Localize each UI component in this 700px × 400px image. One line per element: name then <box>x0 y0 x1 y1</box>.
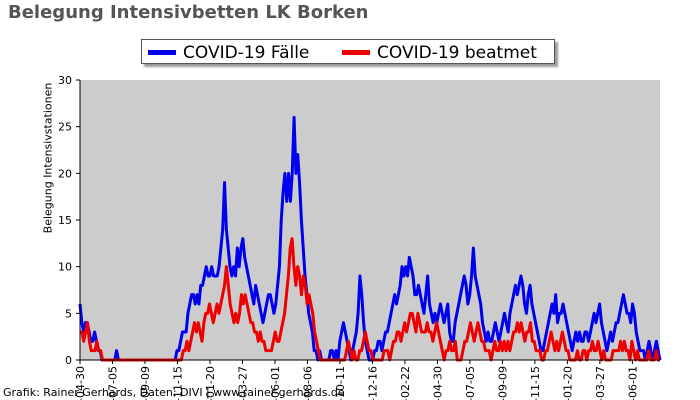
credit-text: Grafik: Rainer Gerhards, Daten: DIVI | w… <box>3 386 345 399</box>
x-tick-label-2: -09-09 <box>139 366 152 400</box>
y-tick-label-1: 5 <box>65 307 72 320</box>
x-tick-label-11: -04-30 <box>431 366 444 400</box>
x-tick-label-9: -12-16 <box>366 366 379 400</box>
legend-label-faelle: COVID-19 Fälle <box>183 42 310 63</box>
x-tick-label-17: -06-01 <box>626 366 639 400</box>
x-tick-label-13: -09-09 <box>496 366 509 400</box>
plot-area <box>80 80 660 360</box>
legend: COVID-19 Fälle COVID-19 beatmet <box>141 39 555 64</box>
y-tick-label-4: 20 <box>58 167 72 180</box>
x-tick-label-5: -03-27 <box>236 366 249 400</box>
x-tick-label-6: -06-01 <box>269 366 282 400</box>
legend-label-beatmet: COVID-19 beatmet <box>377 42 537 63</box>
legend-swatch-faelle <box>148 50 176 55</box>
x-tick-label-10: -02-22 <box>399 366 412 400</box>
x-tick-label-0: -04-30 <box>74 366 87 400</box>
y-tick-label-0: 0 <box>65 354 72 367</box>
legend-item-beatmet: COVID-19 beatmet <box>342 40 537 65</box>
legend-swatch-beatmet <box>342 50 370 55</box>
x-tick-label-12: -07-05 <box>464 366 477 400</box>
chart-title: Belegung Intensivbetten LK Borken <box>8 2 369 23</box>
x-tick-label-3: -11-15 <box>171 366 184 400</box>
x-tick-label-16: -03-27 <box>594 366 607 400</box>
x-tick-label-15: -01-20 <box>561 366 574 400</box>
x-tick-label-1: -07-05 <box>106 366 119 400</box>
axis-layer: 0 5 10 15 20 25 30 -04-30 -07-05 -09-09 -11-15 -01-… <box>58 74 660 400</box>
y-tick-label-3: 15 <box>58 214 72 227</box>
legend-item-faelle: COVID-19 Fälle <box>148 40 309 65</box>
x-tick-label-14: -11-15 <box>529 366 542 400</box>
x-tick-label-7: -08-06 <box>301 366 314 400</box>
y-tick-label-6: 30 <box>58 74 72 87</box>
y-tick-label-5: 25 <box>58 121 72 134</box>
y-tick-label-2: 10 <box>58 261 72 274</box>
x-tick-label-4: -01-20 <box>204 366 217 400</box>
x-tick-label-8: -10-11 <box>334 366 347 400</box>
